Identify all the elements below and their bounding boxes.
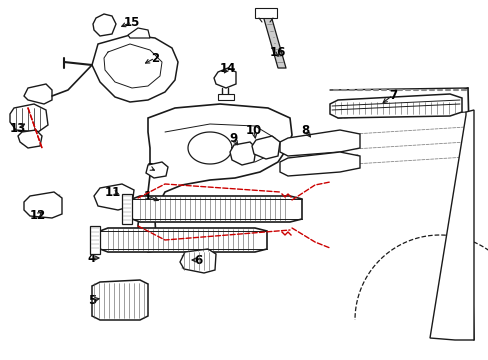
Text: 13: 13: [10, 122, 26, 135]
Polygon shape: [94, 184, 134, 210]
Polygon shape: [128, 28, 150, 38]
Polygon shape: [280, 152, 359, 176]
Text: 6: 6: [193, 253, 202, 266]
Text: 7: 7: [388, 89, 396, 102]
Polygon shape: [180, 249, 216, 273]
Polygon shape: [100, 228, 266, 252]
Text: 15: 15: [123, 15, 140, 28]
Polygon shape: [251, 136, 280, 159]
Polygon shape: [229, 142, 256, 165]
Text: 12: 12: [30, 208, 46, 221]
Polygon shape: [10, 104, 48, 132]
Text: 14: 14: [220, 62, 236, 75]
Polygon shape: [214, 68, 236, 88]
Polygon shape: [429, 110, 473, 340]
Text: 9: 9: [228, 131, 237, 144]
Text: 4: 4: [88, 252, 96, 265]
Polygon shape: [146, 162, 168, 178]
Polygon shape: [262, 12, 285, 68]
Text: 3: 3: [145, 162, 154, 175]
Polygon shape: [18, 130, 42, 148]
Text: 5: 5: [88, 293, 96, 306]
Polygon shape: [122, 194, 132, 224]
Polygon shape: [24, 84, 52, 104]
Text: 10: 10: [245, 123, 262, 136]
Polygon shape: [329, 94, 461, 118]
Polygon shape: [254, 8, 276, 18]
Polygon shape: [92, 35, 178, 102]
Text: 11: 11: [104, 185, 121, 198]
Text: 2: 2: [151, 51, 159, 64]
Text: 8: 8: [300, 123, 308, 136]
Text: 16: 16: [269, 45, 285, 59]
Polygon shape: [92, 280, 148, 320]
Polygon shape: [280, 130, 359, 156]
Text: 1: 1: [143, 189, 152, 202]
Polygon shape: [24, 192, 62, 218]
Polygon shape: [93, 14, 116, 36]
Polygon shape: [138, 104, 291, 252]
Polygon shape: [218, 94, 234, 100]
Polygon shape: [132, 196, 302, 222]
Polygon shape: [90, 226, 100, 254]
